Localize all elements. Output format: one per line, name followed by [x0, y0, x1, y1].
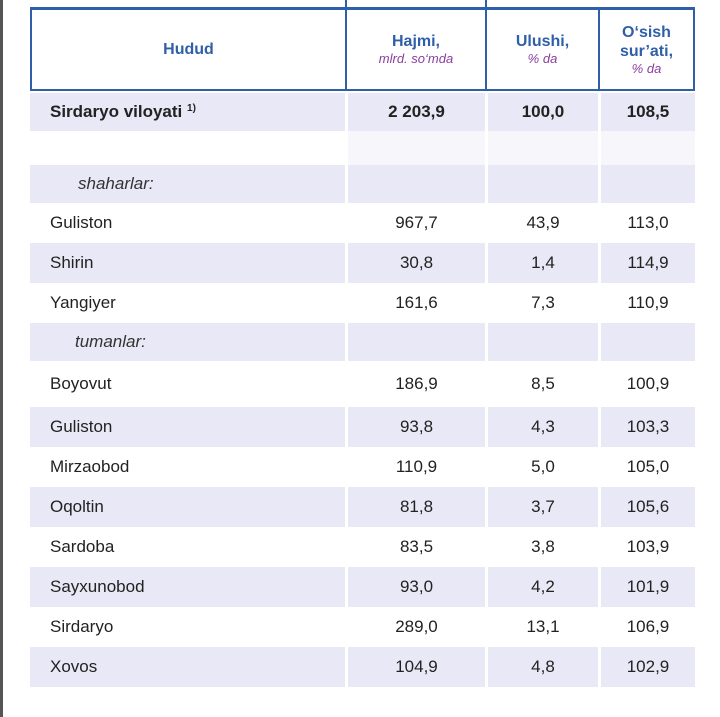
spacer-cell [485, 131, 598, 165]
volume-cell: 967,7 [345, 203, 485, 243]
growth-cell: 105,6 [598, 487, 695, 527]
region-name: Sirdaryo [50, 617, 114, 636]
header-growth-unit: % da [631, 60, 662, 76]
growth-cell: 114,9 [598, 243, 695, 283]
header-growth: O‘sish sur’ati, % da [598, 8, 695, 91]
header-volume-unit: mlrd. so‘mda [378, 51, 454, 66]
share-cell: 4,8 [485, 647, 598, 687]
table-row: Mirzaobod 110,9 5,0 105,0 [30, 447, 695, 487]
empty-cell [345, 165, 485, 203]
region-name: Yangiyer [50, 293, 116, 312]
table-row: Xovos 104,9 4,8 102,9 [30, 647, 695, 687]
growth-cell: 101,9 [598, 567, 695, 607]
header-volume: Hajmi, mlrd. so‘mda [345, 8, 485, 91]
growth-cell: 100,9 [598, 361, 695, 407]
header-share-label: Ulushi, [515, 33, 570, 50]
header-share: Ulushi, % da [485, 8, 598, 91]
volume-cell: 81,8 [345, 487, 485, 527]
spacer-row [30, 131, 695, 165]
share-cell: 43,9 [485, 203, 598, 243]
header-region-label: Hudud [163, 41, 214, 58]
volume-cell: 30,8 [345, 243, 485, 283]
share-cell: 8,5 [485, 361, 598, 407]
empty-cell [485, 323, 598, 361]
region-name: Guliston [30, 407, 345, 447]
volume-cell: 104,9 [345, 647, 485, 687]
region-name: Boyovut [50, 374, 112, 393]
total-share: 100,0 [485, 91, 598, 131]
region-name: Sayxunobod [30, 567, 345, 607]
table-top-edge [30, 0, 695, 9]
volume-cell: 83,5 [345, 527, 485, 567]
table-row: Sardoba 83,5 3,8 103,9 [30, 527, 695, 567]
growth-cell: 102,9 [598, 647, 695, 687]
region-name: Shirin [30, 243, 345, 283]
table-row: Shirin 30,8 1,4 114,9 [30, 243, 695, 283]
table-row: Yangiyer 161,6 7,3 110,9 [30, 283, 695, 323]
volume-cell: 110,9 [345, 447, 485, 487]
table-header-row: Hudud Hajmi, mlrd. so‘mda Ulushi, % da O… [30, 8, 695, 91]
share-cell: 7,3 [485, 283, 598, 323]
share-cell: 1,4 [485, 243, 598, 283]
column-tick [345, 0, 347, 8]
statistics-table: Hudud Hajmi, mlrd. so‘mda Ulushi, % da O… [30, 8, 695, 687]
share-cell: 4,2 [485, 567, 598, 607]
header-growth-label: O‘sish sur’ati, [619, 23, 674, 60]
share-cell: 3,7 [485, 487, 598, 527]
table-row: Sirdaryo 289,0 13,1 106,9 [30, 607, 695, 647]
growth-cell: 110,9 [598, 283, 695, 323]
header-share-unit: % da [527, 51, 558, 66]
growth-cell: 103,3 [598, 407, 695, 447]
section-row-districts: tumanlar: [30, 323, 695, 361]
table-row: Oqoltin 81,8 3,7 105,6 [30, 487, 695, 527]
table-row: Boyovut 186,9 8,5 100,9 [30, 361, 695, 407]
total-region-name: Sirdaryo viloyati [50, 102, 183, 121]
section-label-cities: shaharlar: [30, 165, 345, 203]
total-row: Sirdaryo viloyati 1) 2 203,9 100,0 108,5 [30, 91, 695, 131]
empty-cell [345, 323, 485, 361]
total-volume: 2 203,9 [345, 91, 485, 131]
section-label-districts: tumanlar: [30, 323, 345, 361]
share-cell: 4,3 [485, 407, 598, 447]
spacer-cell [345, 131, 485, 165]
region-name: Xovos [30, 647, 345, 687]
share-cell: 5,0 [485, 447, 598, 487]
empty-cell [598, 165, 695, 203]
share-cell: 13,1 [485, 607, 598, 647]
spacer-cell [598, 131, 695, 165]
column-tick [485, 0, 487, 8]
volume-cell: 93,8 [345, 407, 485, 447]
window-edge [0, 0, 3, 717]
volume-cell: 161,6 [345, 283, 485, 323]
empty-cell [485, 165, 598, 203]
table-row: Guliston 967,7 43,9 113,0 [30, 203, 695, 243]
region-name: Mirzaobod [50, 457, 130, 476]
header-region: Hudud [30, 8, 345, 91]
total-region: Sirdaryo viloyati 1) [30, 91, 345, 131]
table-row: Sayxunobod 93,0 4,2 101,9 [30, 567, 695, 607]
spacer-cell [30, 131, 345, 165]
volume-cell: 93,0 [345, 567, 485, 607]
volume-cell: 186,9 [345, 361, 485, 407]
growth-cell: 106,9 [598, 607, 695, 647]
header-volume-label: Hajmi, [391, 33, 440, 50]
footnote-marker: 1) [187, 103, 196, 114]
growth-cell: 103,9 [598, 527, 695, 567]
share-cell: 3,8 [485, 527, 598, 567]
region-name: Oqoltin [30, 487, 345, 527]
section-row-cities: shaharlar: [30, 165, 695, 203]
growth-cell: 105,0 [598, 447, 695, 487]
table-row: Guliston 93,8 4,3 103,3 [30, 407, 695, 447]
region-name: Guliston [50, 213, 113, 232]
region-name: Sardoba [50, 537, 115, 556]
volume-cell: 289,0 [345, 607, 485, 647]
total-growth: 108,5 [598, 91, 695, 131]
growth-cell: 113,0 [598, 203, 695, 243]
empty-cell [598, 323, 695, 361]
